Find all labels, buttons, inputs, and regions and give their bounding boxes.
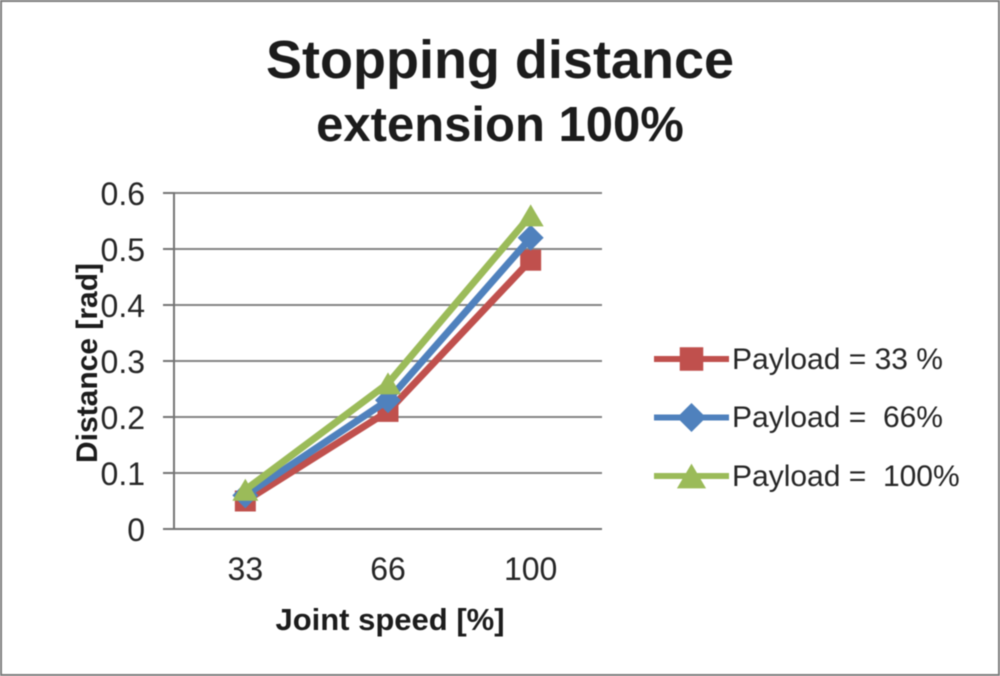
x-tick-label-100: 100	[503, 551, 558, 587]
y-axis-title: Distance [rad]	[71, 262, 104, 464]
legend-label-payload-33: Payload = 33 %	[732, 342, 943, 376]
y-tick-label-0.1: 0.1	[100, 456, 145, 492]
x-axis-title: Joint speed [%]	[275, 602, 505, 637]
legend-marker-1	[676, 402, 707, 433]
legend-marker-0	[679, 347, 704, 371]
legend-marker-2	[676, 463, 707, 489]
y-tick-label-0.2: 0.2	[100, 400, 145, 436]
series-2-marker-1	[375, 372, 401, 395]
chart-subtitle: extension 100%	[316, 98, 684, 152]
series-0-marker-2	[520, 249, 542, 271]
y-tick-label-0.4: 0.4	[100, 288, 145, 324]
y-tick-label-0: 0	[127, 512, 145, 548]
y-tick-label-0.6: 0.6	[100, 176, 145, 212]
x-tick-label-66: 66	[370, 551, 406, 587]
series-2-marker-2	[517, 204, 544, 227]
chart-title: Stopping distance	[265, 30, 735, 90]
y-tick-label-0.3: 0.3	[100, 344, 145, 380]
series-line-2	[241, 211, 535, 494]
legend-label-payload-66: Payload = 66%	[732, 401, 943, 434]
series-1-marker-2	[517, 224, 544, 251]
legend-label-payload-100: Payload = 100%	[732, 459, 960, 493]
series-2-marker-0	[232, 478, 259, 501]
y-tick-label-0.5: 0.5	[100, 232, 145, 268]
x-tick-label-33: 33	[227, 551, 264, 587]
